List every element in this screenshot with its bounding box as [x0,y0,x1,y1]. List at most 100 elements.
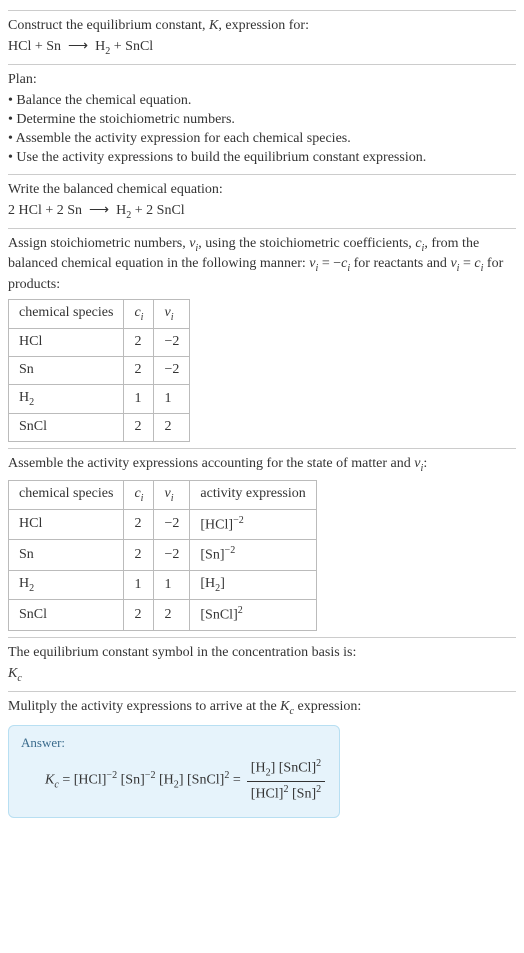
th-ci: ci [124,480,154,509]
assign-text: Assign stoichiometric numbers, νi, using… [8,235,516,295]
t2: [Sn] [117,773,145,788]
sp-sub: 2 [29,397,34,408]
cell-c: 2 [124,329,154,357]
table-row: HCl2−2[HCl]−2 [9,509,317,540]
k-symbol: K [209,18,218,33]
nsup: 2 [316,758,321,769]
r2b: = [459,256,474,271]
as: 2 [238,605,243,616]
intro-t1b: , expression for: [218,18,309,33]
cell-c: 2 [124,509,154,540]
mul-a: Mulitply the activity expressions to arr… [8,699,280,714]
cell-species: Sn [9,356,124,384]
ab2: ] [220,576,225,591]
symbol-text: The equilibrium constant symbol in the c… [8,644,516,663]
cell-species: Sn [9,540,124,571]
asm-a: Assemble the activity expressions accoun… [8,456,414,471]
intro-text: Construct the equilibrium constant, K, e… [8,17,516,36]
sp: SnCl [19,419,47,434]
table-header-row: chemical species ci νi [9,299,190,328]
symbol-section: The equilibrium constant symbol in the c… [8,637,516,685]
cell-activity: [H2] [190,571,316,600]
stoich-table: chemical species ci νi HCl2−2 Sn2−2 H211… [8,299,190,442]
cell-c: 1 [124,571,154,600]
cell-species: H2 [9,571,124,600]
cell-nu: 2 [154,600,190,631]
th-activity: activity expression [190,480,316,509]
th-nui: νi [154,299,190,328]
multiply-text: Mulitply the activity expressions to arr… [8,698,516,718]
balanced-title: Write the balanced chemical equation: [8,181,516,200]
table-header-row: chemical species ci νi activity expressi… [9,480,317,509]
assemble-text: Assemble the activity expressions accoun… [8,455,516,475]
aK: K [45,773,54,788]
th-species: chemical species [9,299,124,328]
asm-b: : [423,456,427,471]
cell-nu: 2 [154,414,190,442]
plan-title: Plan: [8,71,516,90]
cell-c: 2 [124,356,154,384]
table-row: HCl2−2 [9,329,190,357]
cell-nu: −2 [154,540,190,571]
sp: H [19,390,29,405]
e2: −2 [145,770,156,781]
cell-nu: −2 [154,356,190,384]
t1: [HCl] [74,773,107,788]
na: [H [251,761,266,776]
fraction: [H2] [SnCl]2 [HCl]2 [Sn]2 [247,757,325,805]
th-species: chemical species [9,480,124,509]
plan-item: Balance the chemical equation. [8,92,516,111]
as: −2 [233,515,244,526]
table-row: Sn2−2[Sn]−2 [9,540,317,571]
answer-expression: Kc = [HCl]−2 [Sn]−2 [H2] [SnCl]2 = [H2] … [45,757,327,805]
table-row: H211 [9,384,190,413]
as: −2 [225,545,236,556]
assign-b: , using the stoichiometric coefficients, [198,236,415,251]
multiply-section: Mulitply the activity expressions to arr… [8,691,516,818]
assemble-section: Assemble the activity expressions accoun… [8,448,516,631]
plan-item: Use the activity expressions to build th… [8,149,516,168]
cell-c: 2 [124,600,154,631]
plan-item: Determine the stoichiometric numbers. [8,111,516,130]
activity-table: chemical species ci νi activity expressi… [8,480,317,631]
th-nui: νi [154,480,190,509]
intro-t1: Construct the equilibrium constant, [8,18,209,33]
e1: −2 [106,770,117,781]
numerator: [H2] [SnCl]2 [247,757,325,782]
assign-section: Assign stoichiometric numbers, νi, using… [8,228,516,442]
th-ci: ci [124,299,154,328]
eq-rhs-a: H [95,39,105,54]
da: [HCl] [251,787,284,802]
answer-box: Answer: Kc = [HCl]−2 [Sn]−2 [H2] [SnCl]2… [8,725,340,818]
eq2: = [229,773,240,788]
cell-nu: −2 [154,329,190,357]
cell-species: SnCl [9,414,124,442]
table-row: H211[H2] [9,571,317,600]
db: [Sn] [289,787,317,802]
ab: [Sn] [200,548,224,563]
mul-b: expression: [294,699,361,714]
cell-activity: [SnCl]2 [190,600,316,631]
nb: ] [SnCl] [271,761,317,776]
plan-item: Assemble the activity expression for eac… [8,130,516,149]
t3: [H [156,773,174,788]
t3b: ] [SnCl] [179,773,225,788]
bal-rhs-a: H [116,203,126,218]
sp: Sn [19,362,34,377]
sp-sub: 2 [29,583,34,594]
arrow: ⟶ [89,203,109,218]
ab: [SnCl] [200,608,237,623]
cell-nu: 1 [154,571,190,600]
cell-c: 2 [124,414,154,442]
kc-symbol: Kc [8,665,516,685]
plan-list: Balance the chemical equation. Determine… [8,92,516,168]
plan-section: Plan: Balance the chemical equation. Det… [8,64,516,167]
K: K [8,666,17,681]
kc-lhs: Kc = [HCl]−2 [Sn]−2 [H2] [SnCl]2 = [45,769,241,792]
cell-species: HCl [9,509,124,540]
eq: = [59,773,74,788]
ds2: 2 [316,784,321,795]
r1b: = − [318,256,341,271]
mK: K [280,699,289,714]
intro-section: Construct the equilibrium constant, K, e… [8,10,516,58]
